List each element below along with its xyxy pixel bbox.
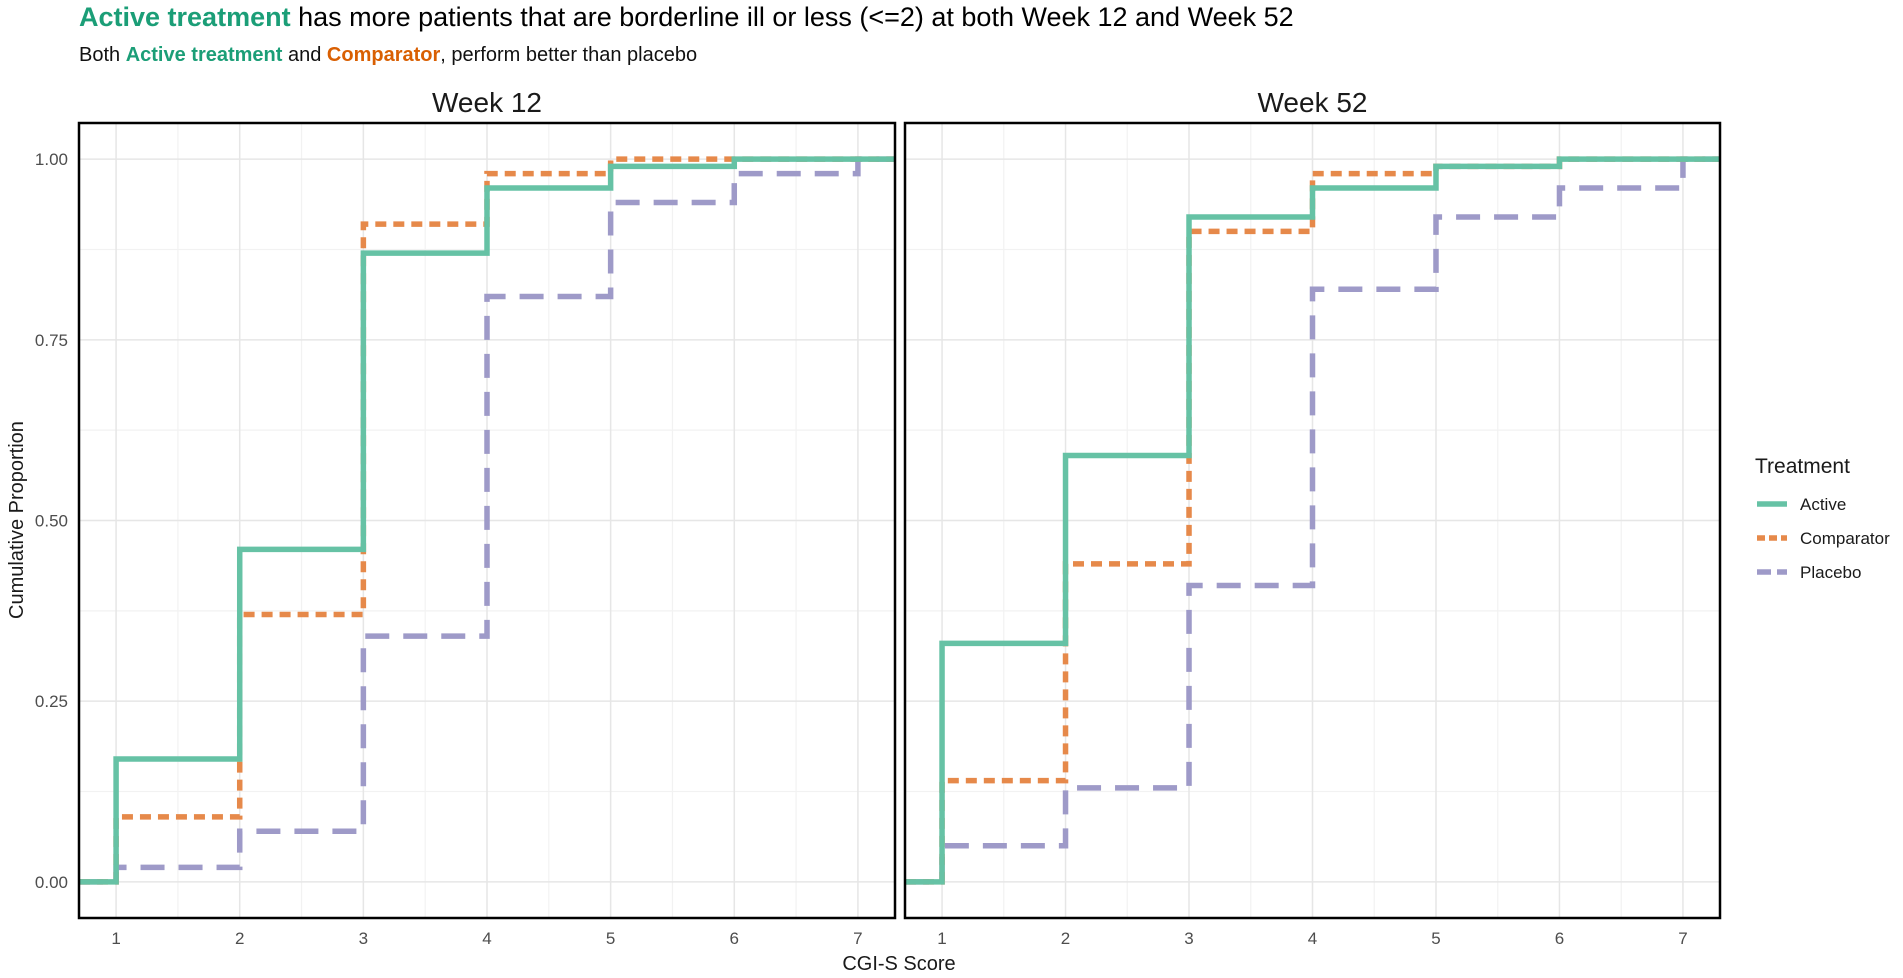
subtitle-suffix: , perform better than placebo — [440, 44, 698, 66]
chart-subtitle: Both Active treatment and Comparator, pe… — [79, 44, 697, 67]
x-tick-label: 5 — [606, 929, 615, 948]
y-tick-label: 0.75 — [35, 331, 68, 350]
subtitle-prefix: Both — [79, 44, 126, 66]
y-tick-label: 0.50 — [35, 512, 68, 531]
y-tick-label: 1.00 — [35, 150, 68, 169]
series-line-active-week-52 — [905, 156, 1720, 885]
series-line-comparator-week-12 — [79, 156, 895, 885]
facet-title: Week 52 — [1258, 87, 1368, 118]
x-tick-label: 4 — [1308, 929, 1317, 948]
panel-border — [77, 121, 897, 920]
x-tick-label: 5 — [1431, 929, 1440, 948]
legend-label-active: Active — [1800, 495, 1846, 514]
series-line-active-week-12 — [79, 156, 895, 885]
legend-label-placebo: Placebo — [1800, 563, 1861, 582]
y-tick-label: 0.00 — [35, 873, 68, 892]
x-tick-label: 3 — [1184, 929, 1193, 948]
x-tick-label: 7 — [1678, 929, 1687, 948]
title-rest: has more patients that are borderline il… — [290, 2, 1294, 32]
subtitle-active: Active treatment — [125, 44, 283, 66]
legend-label-comparator: Comparator — [1800, 529, 1890, 548]
x-tick-label: 7 — [853, 929, 862, 948]
panel-border — [903, 121, 1722, 920]
x-tick-label: 2 — [235, 929, 244, 948]
series-line-placebo-week-52 — [905, 156, 1720, 885]
x-tick-label: 6 — [730, 929, 739, 948]
y-tick-label: 0.25 — [35, 692, 68, 711]
x-tick-label: 1 — [111, 929, 120, 948]
legend-title: Treatment — [1755, 455, 1850, 478]
y-axis-title: Cumulative Proportion — [6, 421, 28, 619]
series-line-placebo-week-12 — [79, 156, 895, 885]
subtitle-comparator: Comparator — [326, 44, 441, 66]
facet-title: Week 12 — [432, 87, 542, 118]
x-tick-label: 2 — [1061, 929, 1070, 948]
x-axis-title: CGI-S Score — [842, 953, 955, 975]
x-tick-label: 1 — [937, 929, 946, 948]
chart-title: Active treatment has more patients that … — [79, 2, 1294, 33]
x-tick-label: 4 — [482, 929, 491, 948]
x-tick-label: 6 — [1555, 929, 1564, 948]
x-tick-label: 3 — [359, 929, 368, 948]
subtitle-mid: and — [282, 44, 327, 66]
title-highlight: Active treatment — [79, 2, 291, 32]
